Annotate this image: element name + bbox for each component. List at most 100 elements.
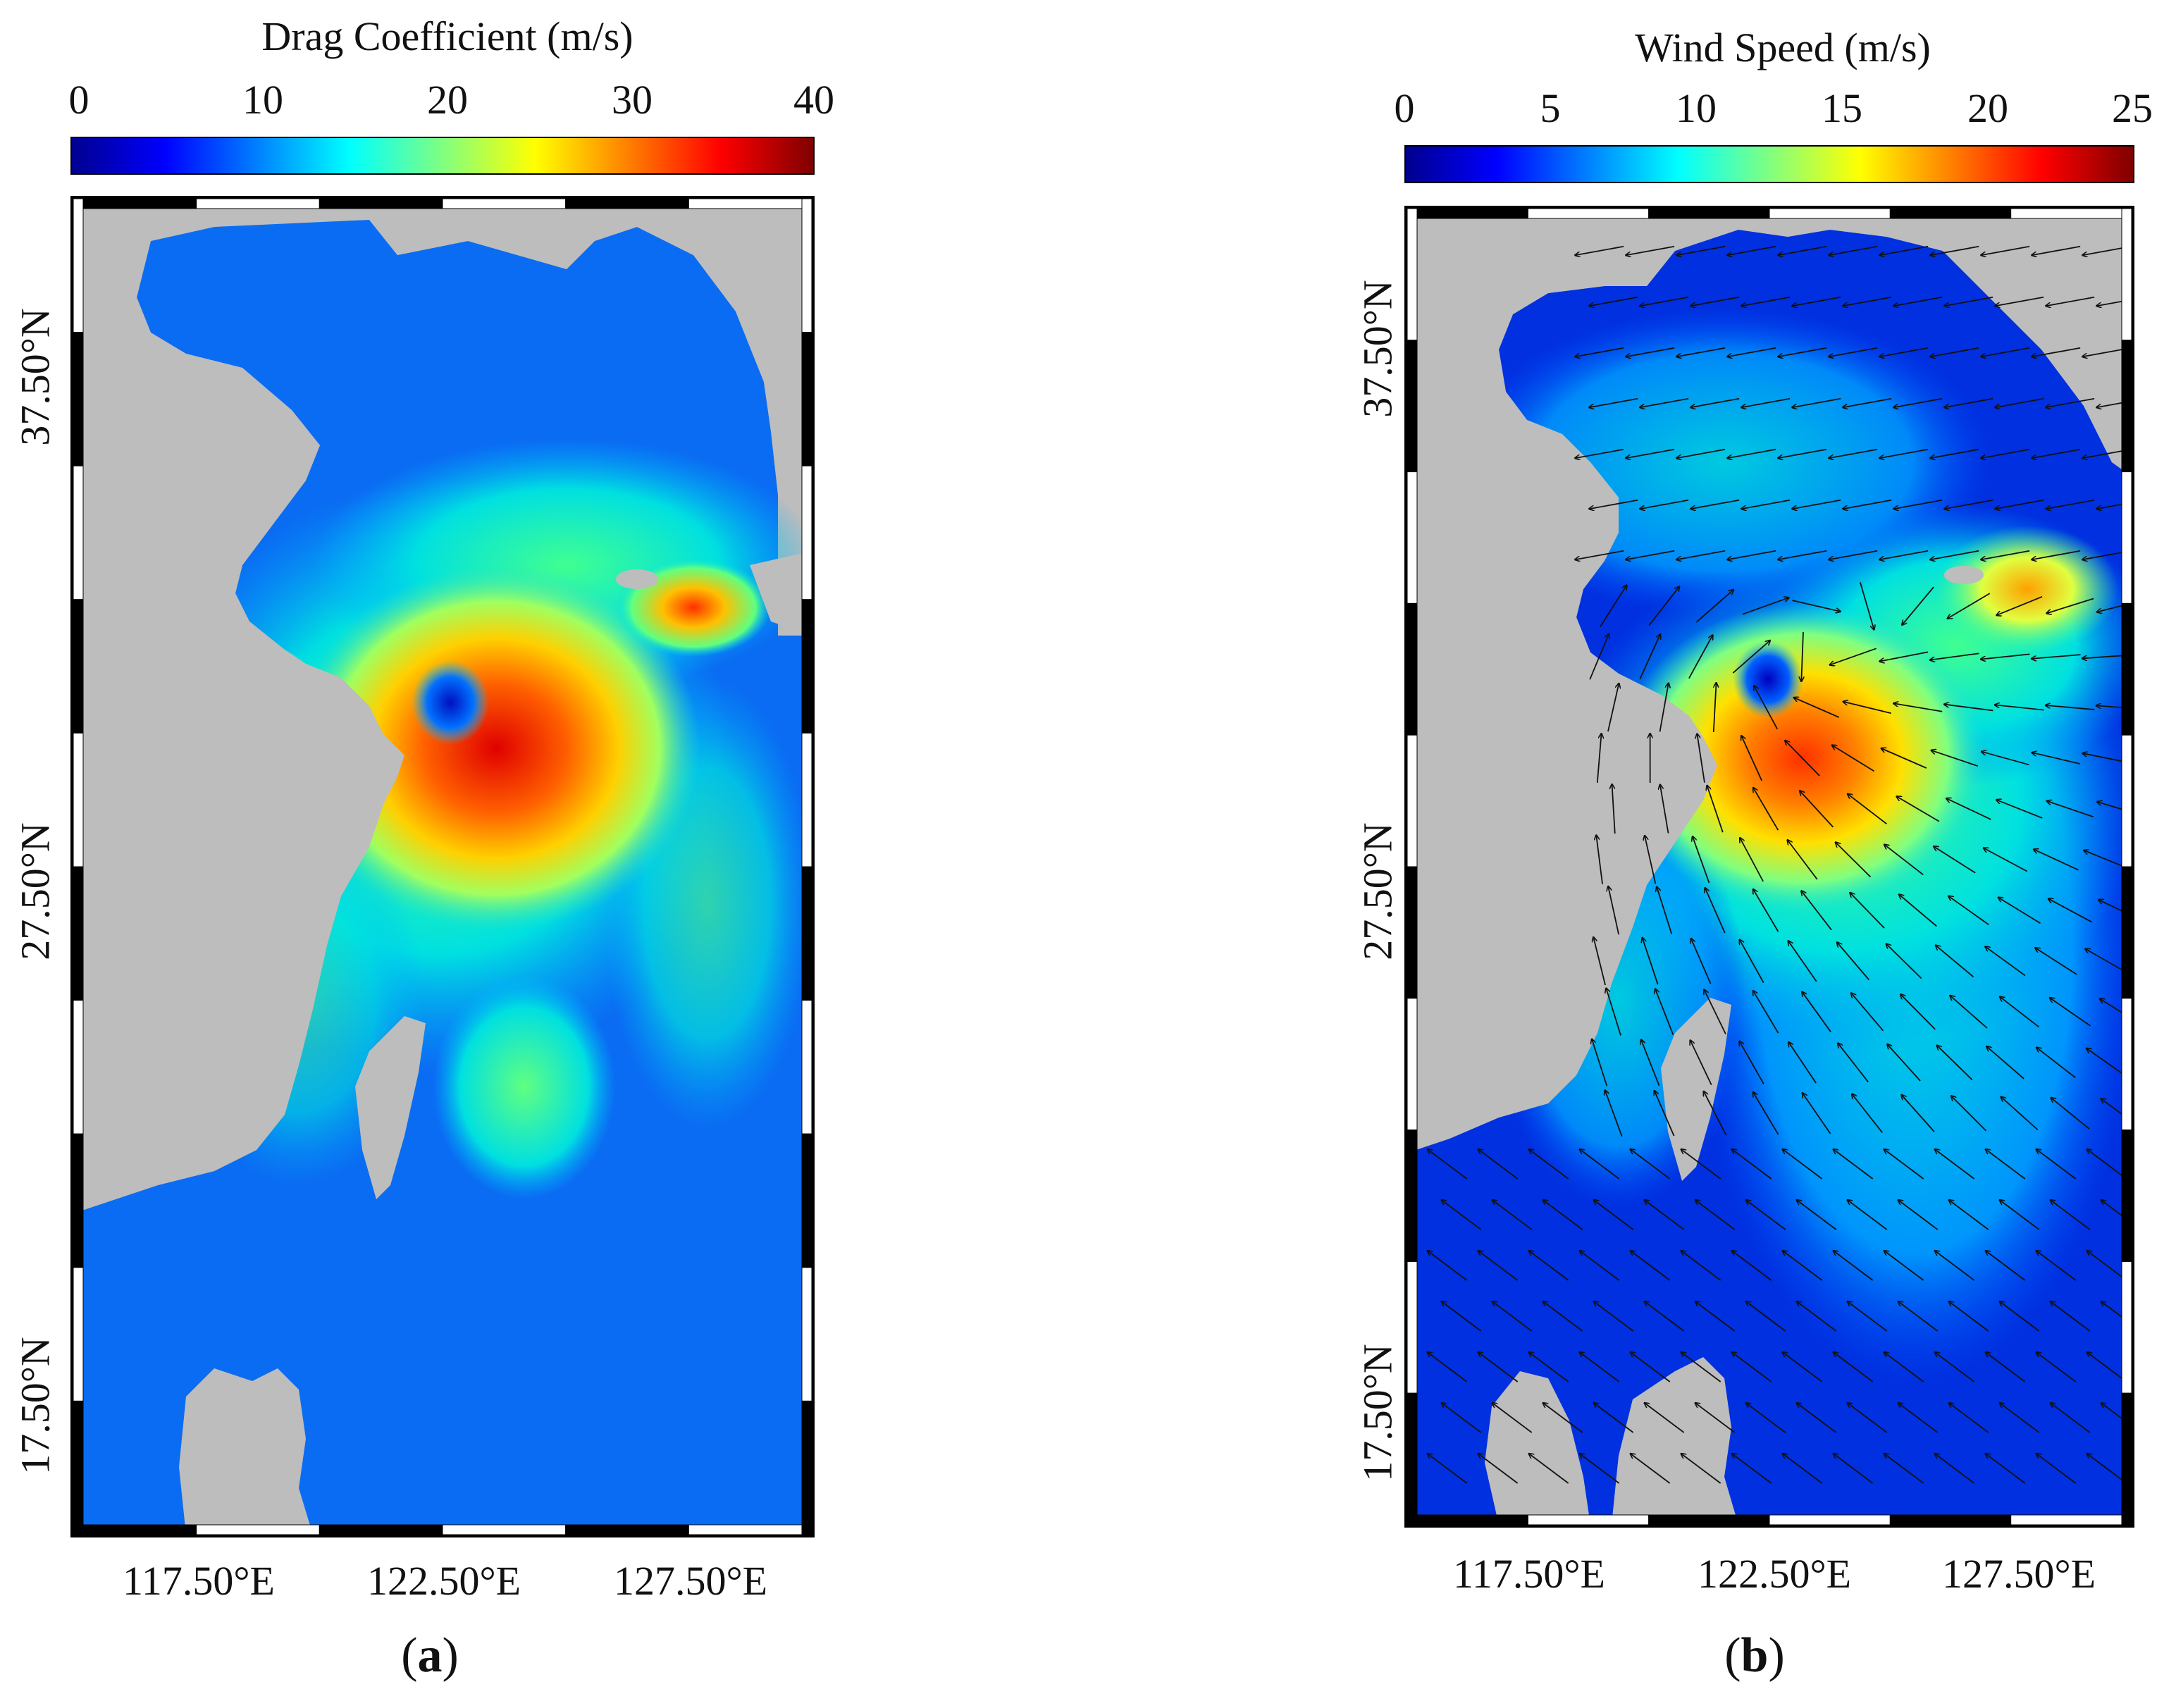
map-border-ticks (73, 199, 812, 1535)
wind-arrow (1898, 1403, 1939, 1433)
wind-arrow (1478, 1454, 1519, 1484)
wind-arrow (1478, 1251, 1519, 1281)
wind-arrow (1741, 499, 1791, 509)
wind-arrow (2100, 998, 2132, 1020)
wind-arrow (1631, 1251, 1671, 1281)
wind-arrow (1986, 1352, 2026, 1382)
lon-label-b-0: 117.50°E (1453, 1551, 1605, 1597)
wind-arrow (1944, 296, 1993, 306)
wind-arrow (1589, 296, 1638, 306)
colorbar-tick-a-2: 20 (427, 77, 468, 123)
wind-arrow (2032, 347, 2081, 357)
wind-arrow (1830, 648, 1877, 664)
wind-arrow (1580, 1149, 1620, 1180)
wind-arrow (1879, 550, 1929, 559)
wind-arrow (1951, 1096, 1987, 1132)
wind-arrow (1543, 1301, 1583, 1332)
wind-arrow (2046, 499, 2095, 509)
lat-label-b-1: 27.50°N (1354, 822, 1401, 960)
wind-arrow (1704, 1091, 1727, 1136)
lon-label-a-1: 122.50°E (366, 1558, 521, 1604)
wind-arrow (1727, 550, 1776, 559)
wind-arrow (1783, 1352, 1823, 1382)
wind-arrow (2032, 245, 2081, 255)
wind-arrow (1800, 791, 1834, 828)
wind-arrow (1986, 1149, 2026, 1180)
wind-arrow (2087, 1251, 2127, 1281)
wind-arrow (2032, 550, 2081, 559)
wind-arrow (1442, 1200, 1482, 1230)
wind-arrow (1792, 397, 1841, 407)
lon-label-b-1: 122.50°E (1697, 1551, 1852, 1597)
wind-arrow (1949, 1403, 1989, 1433)
wind-arrow (2101, 1301, 2132, 1325)
wind-arrow (1848, 1403, 1888, 1433)
wind-arrow (1580, 1454, 1620, 1484)
wind-arrow (1935, 1251, 1975, 1281)
colorbar-tick-a-4: 40 (793, 77, 834, 123)
wind-arrow (1981, 653, 2030, 659)
wind-arrow (1848, 1200, 1888, 1230)
wind-arrow (1746, 1200, 1786, 1230)
wind-arrow (1705, 888, 1726, 934)
wind-arrow (1797, 1301, 1837, 1332)
wind-arrow (1676, 550, 1726, 559)
wind-arrow (1792, 296, 1841, 306)
wind-arrow (1695, 1200, 1736, 1230)
wind-arrow (1727, 448, 1776, 458)
wind-arrow (1843, 499, 1892, 509)
wind-arrow (1626, 347, 1675, 357)
wind-arrow (1428, 1149, 1468, 1180)
wind-arrow (1681, 1251, 1721, 1281)
colorbar-title-b: Wind Speed (m/s) (1635, 25, 1931, 70)
colorbar-tick-b-2: 10 (1676, 85, 1717, 131)
wind-arrow (1659, 683, 1669, 732)
wind-arrow (1884, 1251, 1924, 1281)
wind-arrow (1589, 397, 1638, 407)
wind-arrow (1607, 683, 1619, 732)
wind-arrow (1893, 296, 1943, 306)
wind-arrow (1884, 845, 1924, 876)
wind-arrow (1529, 1251, 1569, 1281)
wind-arrow (2000, 1403, 2040, 1433)
wind-arrow (1606, 989, 1621, 1036)
wind-arrow (1788, 941, 1817, 982)
wind-arrow (1739, 1041, 1764, 1084)
wind-arrow (1851, 993, 1884, 1032)
wind-arrow (1753, 788, 1779, 831)
wind-arrow (1478, 1149, 1519, 1180)
wind-arrow (1981, 245, 2030, 255)
wind-arrow (1886, 943, 1922, 979)
wind-arrow (1937, 1046, 1973, 1081)
wind-arrow (1788, 840, 1818, 880)
wind-arrow (1640, 296, 1689, 306)
wind-arrow (2085, 949, 2129, 974)
colorbar-title-a: Drag Coefficient (m/s) (261, 13, 633, 59)
wind-arrow (1580, 1251, 1620, 1281)
wind-arrow (1754, 686, 1779, 730)
wind-arrow (1944, 705, 1993, 712)
land-jeju (1944, 566, 1984, 584)
wind-arrow (1589, 634, 1609, 680)
wind-arrow (1732, 1454, 1772, 1484)
wind-arrow (1657, 887, 1673, 934)
lat-label-b-2: 17.50°N (1354, 1344, 1401, 1482)
wind-arrow (1428, 1454, 1468, 1484)
map-b (1404, 206, 2134, 1528)
wind-arrow (2097, 802, 2132, 813)
wind-arrow (1428, 1251, 1468, 1281)
wind-arrow (1893, 397, 1943, 407)
panel-label-a: (a) (401, 1628, 459, 1683)
wind-arrow (1879, 651, 1929, 661)
wind-arrow (1580, 1352, 1620, 1382)
wind-arrow (1753, 991, 1779, 1034)
wind-arrow (1981, 448, 2030, 458)
wind-arrow (1778, 245, 1827, 255)
wind-arrow (1600, 585, 1627, 628)
wind-arrow (2096, 705, 2132, 710)
lat-label-a-1: 27.50°N (12, 822, 58, 960)
wind-arrow (1727, 245, 1776, 255)
wind-arrow (2051, 1098, 2090, 1130)
wind-arrow (1848, 794, 1887, 825)
wind-arrow (1529, 1149, 1569, 1180)
